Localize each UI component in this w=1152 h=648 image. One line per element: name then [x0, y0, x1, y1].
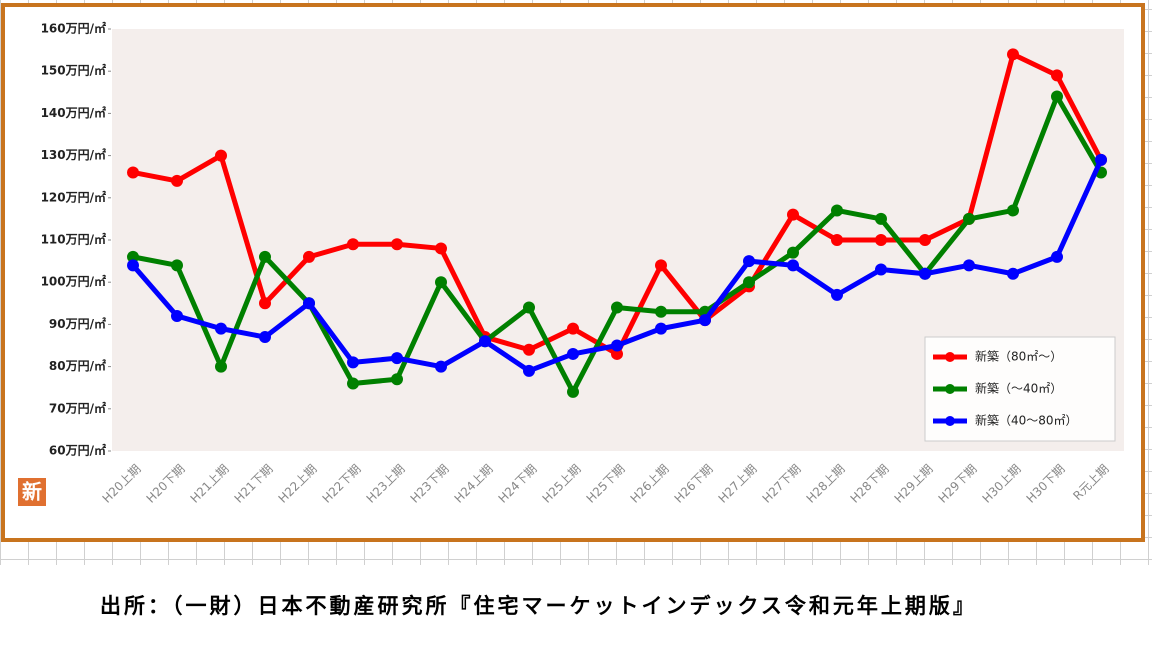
point — [743, 255, 755, 268]
point — [611, 339, 623, 352]
point — [523, 301, 535, 314]
point — [215, 149, 227, 162]
point — [875, 212, 887, 225]
y-tick-label: 150万円/㎡ — [41, 63, 106, 78]
point — [611, 347, 623, 360]
legend-marker — [945, 352, 955, 362]
point — [567, 322, 579, 335]
point — [655, 305, 667, 318]
point — [1051, 90, 1063, 103]
y-tick-label: 110万円/㎡ — [41, 232, 106, 247]
point — [919, 234, 931, 246]
logo: 新 — [22, 480, 42, 504]
point — [743, 276, 755, 289]
point — [787, 208, 799, 221]
point — [347, 356, 359, 369]
y-tick-label: 140万円/㎡ — [41, 105, 106, 120]
point — [171, 259, 183, 272]
y-tick-label: 160万円/㎡ — [41, 21, 106, 36]
y-tick-label: 70万円/㎡ — [49, 400, 106, 415]
point — [919, 267, 931, 280]
point — [435, 360, 447, 373]
point — [391, 352, 403, 365]
point — [699, 314, 711, 327]
point — [523, 364, 535, 377]
point — [655, 322, 667, 335]
point — [171, 309, 183, 322]
footer-bg — [0, 565, 1152, 648]
legend-label: 新築（～40㎡） — [975, 381, 1062, 396]
point — [479, 335, 491, 348]
y-tick-label: 120万円/㎡ — [41, 189, 106, 204]
y-tick-label: 90万円/㎡ — [49, 316, 106, 331]
point — [655, 259, 667, 272]
logo-box — [18, 478, 46, 506]
point — [215, 360, 227, 373]
point — [787, 246, 799, 259]
point — [787, 259, 799, 272]
point — [1007, 204, 1019, 217]
point — [127, 250, 139, 263]
point — [1007, 267, 1019, 280]
point — [963, 259, 975, 272]
point — [347, 377, 359, 390]
point — [523, 343, 535, 356]
point — [303, 250, 315, 263]
point — [831, 288, 843, 301]
point — [831, 204, 843, 217]
y-tick-label: 130万円/㎡ — [41, 147, 106, 162]
point — [259, 331, 271, 344]
point — [215, 322, 227, 335]
point — [831, 234, 843, 246]
point — [259, 250, 271, 263]
point — [567, 347, 579, 360]
point — [1007, 48, 1019, 61]
legend-marker — [945, 384, 955, 394]
point — [259, 297, 271, 310]
point — [1095, 153, 1107, 166]
point — [611, 301, 623, 314]
source: 出所：（一財）日本不動産研究所『住宅マーケットインデックス令和元年上期版』 — [100, 594, 977, 618]
y-tick-label: 100万円/㎡ — [41, 274, 106, 289]
point — [567, 385, 579, 398]
point — [303, 297, 315, 310]
point — [875, 263, 887, 276]
point — [391, 238, 403, 251]
legend-label: 新築（80㎡～） — [975, 349, 1062, 364]
point — [171, 174, 183, 187]
point — [1051, 250, 1063, 263]
point — [435, 276, 447, 289]
legend-marker — [945, 416, 955, 426]
point — [391, 373, 403, 386]
point — [347, 238, 359, 251]
point — [875, 234, 887, 246]
point — [963, 212, 975, 225]
point — [1051, 69, 1063, 82]
point — [127, 259, 139, 272]
point — [127, 166, 139, 179]
legend-label: 新築（40～80㎡） — [975, 413, 1078, 428]
point — [435, 242, 447, 255]
y-tick-label: 60万円/㎡ — [49, 443, 106, 458]
y-tick-label: 80万円/㎡ — [49, 358, 106, 373]
